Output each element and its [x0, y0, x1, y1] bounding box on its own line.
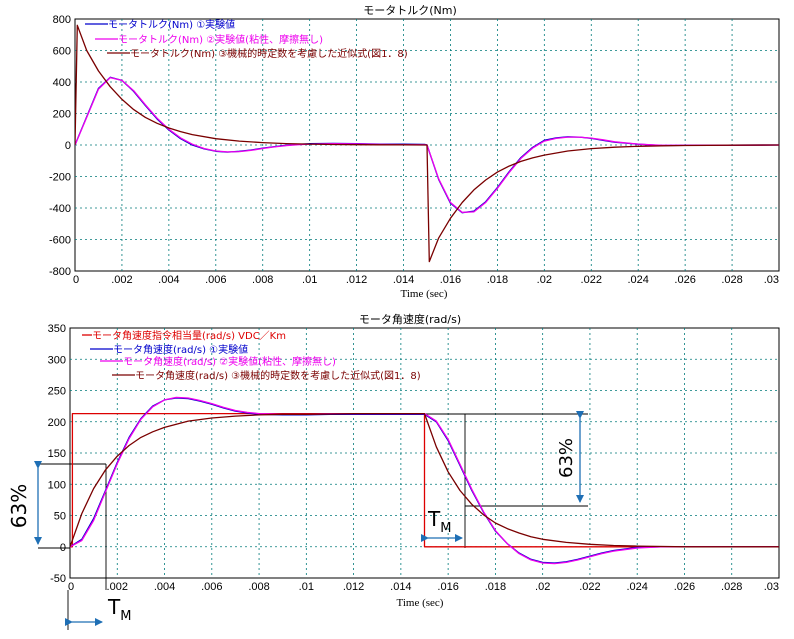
x-tick-label: .012	[343, 581, 364, 593]
velocity-x-ticks: 0 .002 .004 .006 .008 .01 .012 .014 .016 .018 .02.…	[68, 581, 779, 593]
x-tick-label: .01	[299, 581, 314, 593]
torque-grid	[75, 19, 779, 271]
velocity-grid	[70, 328, 779, 578]
y-tick-label: 150	[48, 448, 66, 460]
y-tick-label: 300	[48, 354, 66, 366]
velocity-series	[70, 396, 779, 565]
x-tick-label: .026	[674, 581, 695, 593]
x-tick-label: .028	[721, 581, 742, 593]
legend-velocity-1: モータ角速度指令相当量(rad/s) VDC／Km	[92, 329, 286, 342]
y-tick-label: 250	[48, 386, 66, 398]
legend-velocity-3: モータ角速度(rad/s) ②実験値(粘性、摩擦無し)	[123, 355, 336, 368]
y-tick-label: 100	[48, 479, 66, 491]
tm-right-label: TM	[427, 507, 451, 536]
y-tick-label: -50	[50, 573, 66, 585]
x-tick-label: .03	[764, 581, 779, 593]
tm-right-t: T	[427, 507, 441, 531]
x-tick-label: 0	[68, 581, 74, 593]
x-tick-label: .022	[579, 581, 600, 593]
legend-velocity-2: モータ角速度(rad/s) ①実験値	[113, 343, 248, 356]
velocity-chart-title: モータ角速度(rad/s)	[359, 312, 461, 326]
tm-left-sub: M	[120, 609, 131, 624]
legend-torque-1: モータトルク(Nm) ①実験値	[108, 18, 235, 31]
y-tick-label: -400	[49, 203, 71, 215]
y-tick-label: 200	[53, 109, 71, 121]
pct-63-right: 63%	[556, 438, 577, 478]
x-tick-label: .004	[158, 274, 179, 286]
x-tick-label: .008	[252, 274, 273, 286]
tm-left-t: T	[107, 595, 121, 619]
legend-velocity-4: モータ角速度(rad/s) ③機械的時定数を考慮した近似式(図1．8)	[135, 369, 421, 382]
x-tick-label: .006	[201, 581, 222, 593]
torque-chart-title: モータトルク(Nm)	[363, 4, 457, 17]
annotations: 63% 63% TM TM	[7, 411, 584, 626]
x-tick-label: .002	[107, 581, 128, 593]
torque-x-ticks: 0 .002 .004 .006 .008 .01 .012 .014 .016 .018 .02.…	[73, 274, 779, 286]
y-tick-label: -200	[49, 172, 71, 184]
torque-x-axis-label: Time (sec)	[401, 288, 448, 300]
torque-series	[75, 24, 779, 263]
y-tick-label: 600	[53, 46, 71, 58]
y-tick-label: 0	[65, 140, 71, 152]
velocity-x-axis-label: Time (sec)	[397, 597, 444, 609]
tm-left-label: TM	[107, 595, 131, 624]
x-tick-label: .012	[346, 274, 367, 286]
x-tick-label: .024	[626, 581, 647, 593]
x-tick-label: .02	[537, 274, 552, 286]
x-tick-label: .004	[154, 581, 175, 593]
x-tick-label: .014	[390, 581, 411, 593]
x-tick-label: .028	[721, 274, 742, 286]
y-tick-label: 400	[53, 77, 71, 89]
x-tick-label: .022	[581, 274, 602, 286]
x-tick-label: .006	[205, 274, 226, 286]
x-tick-label: .018	[487, 274, 508, 286]
torque-y-ticks: 800 600 400 200 0 -200 -400 -600 -800	[49, 14, 71, 278]
y-tick-label: 800	[53, 14, 71, 26]
y-tick-label: -800	[49, 266, 71, 278]
x-tick-label: .03	[764, 274, 779, 286]
x-tick-label: .02	[535, 581, 550, 593]
velocity-chart: モータ角速度(rad/s) 350 300 250 200 150 100 50 0-50 0…	[7, 312, 780, 630]
x-tick-label: .018	[485, 581, 506, 593]
tm-right-sub: M	[440, 521, 451, 536]
torque-chart: モータトルク(Nm) 800 600 400 200 0 -200 -400 -600 -800…	[49, 4, 780, 300]
x-tick-label: 0	[73, 274, 79, 286]
y-tick-label: 50	[54, 511, 66, 523]
x-tick-label: .026	[674, 274, 695, 286]
x-tick-label: .002	[111, 274, 132, 286]
velocity-legend: モータ角速度指令相当量(rad/s) VDC／Km モータ角速度(rad/s) …	[82, 329, 421, 382]
x-tick-label: .016	[437, 581, 458, 593]
torque-legend: モータトルク(Nm) ①実験値 モータトルク(Nm) ②実験値(粘性、摩擦無し)…	[85, 18, 408, 60]
series-line-3	[75, 24, 779, 263]
y-tick-label: 350	[48, 323, 66, 335]
x-tick-label: .008	[248, 581, 269, 593]
x-tick-label: .024	[627, 274, 648, 286]
series-line-4	[70, 412, 779, 548]
x-tick-label: .014	[393, 274, 414, 286]
legend-torque-3: モータトルク(Nm) ③機械的時定数を考慮した近似式(図1．8)	[130, 47, 408, 60]
tm-guide-lines	[38, 413, 588, 630]
x-tick-label: .01	[302, 274, 317, 286]
legend-torque-2: モータトルク(Nm) ②実験値(粘性、摩擦無し)	[118, 33, 323, 46]
x-tick-label: .016	[440, 274, 461, 286]
pct-63-left: 63%	[7, 484, 31, 528]
y-tick-label: 200	[48, 417, 66, 429]
y-tick-label: -600	[49, 235, 71, 247]
